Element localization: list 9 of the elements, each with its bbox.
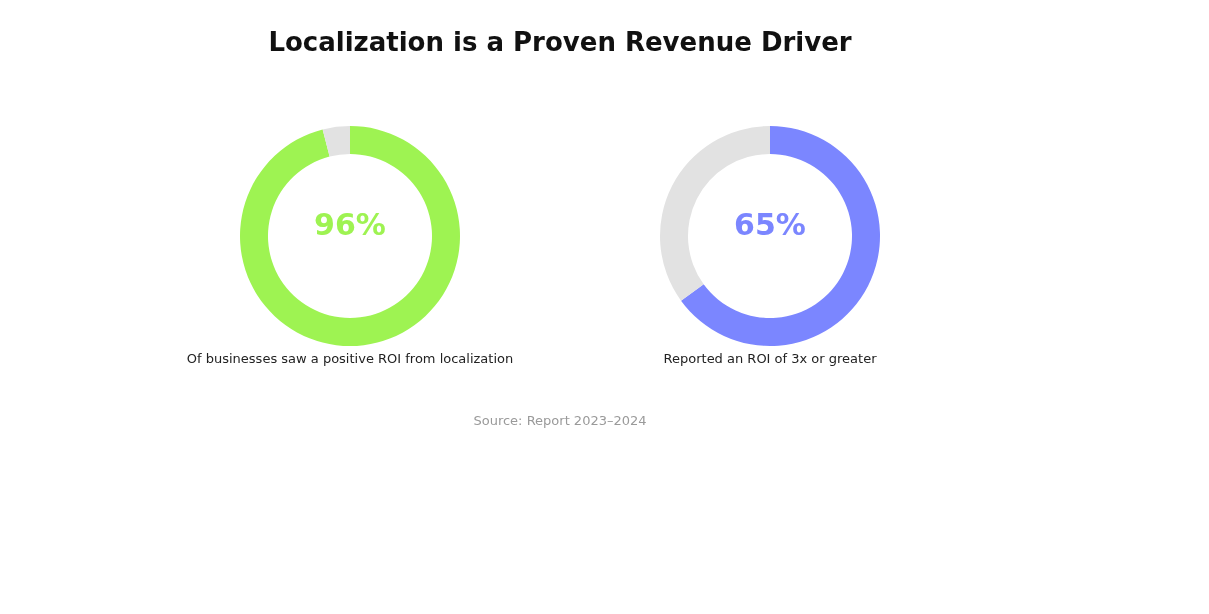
donut-slice bbox=[681, 126, 880, 346]
data-label: 96% bbox=[314, 207, 386, 242]
data-label: 65% bbox=[734, 207, 806, 242]
donut-slice bbox=[322, 126, 350, 157]
text: Reported an ROI of 3x or greater bbox=[663, 351, 878, 366]
source-note: Source: Report 2023–2024 bbox=[473, 413, 647, 428]
text: Of businesses saw a positive ROI from localization bbox=[186, 351, 514, 366]
text: Localization is a Proven Revenue Driver bbox=[268, 27, 852, 57]
donut-slice bbox=[240, 126, 460, 346]
